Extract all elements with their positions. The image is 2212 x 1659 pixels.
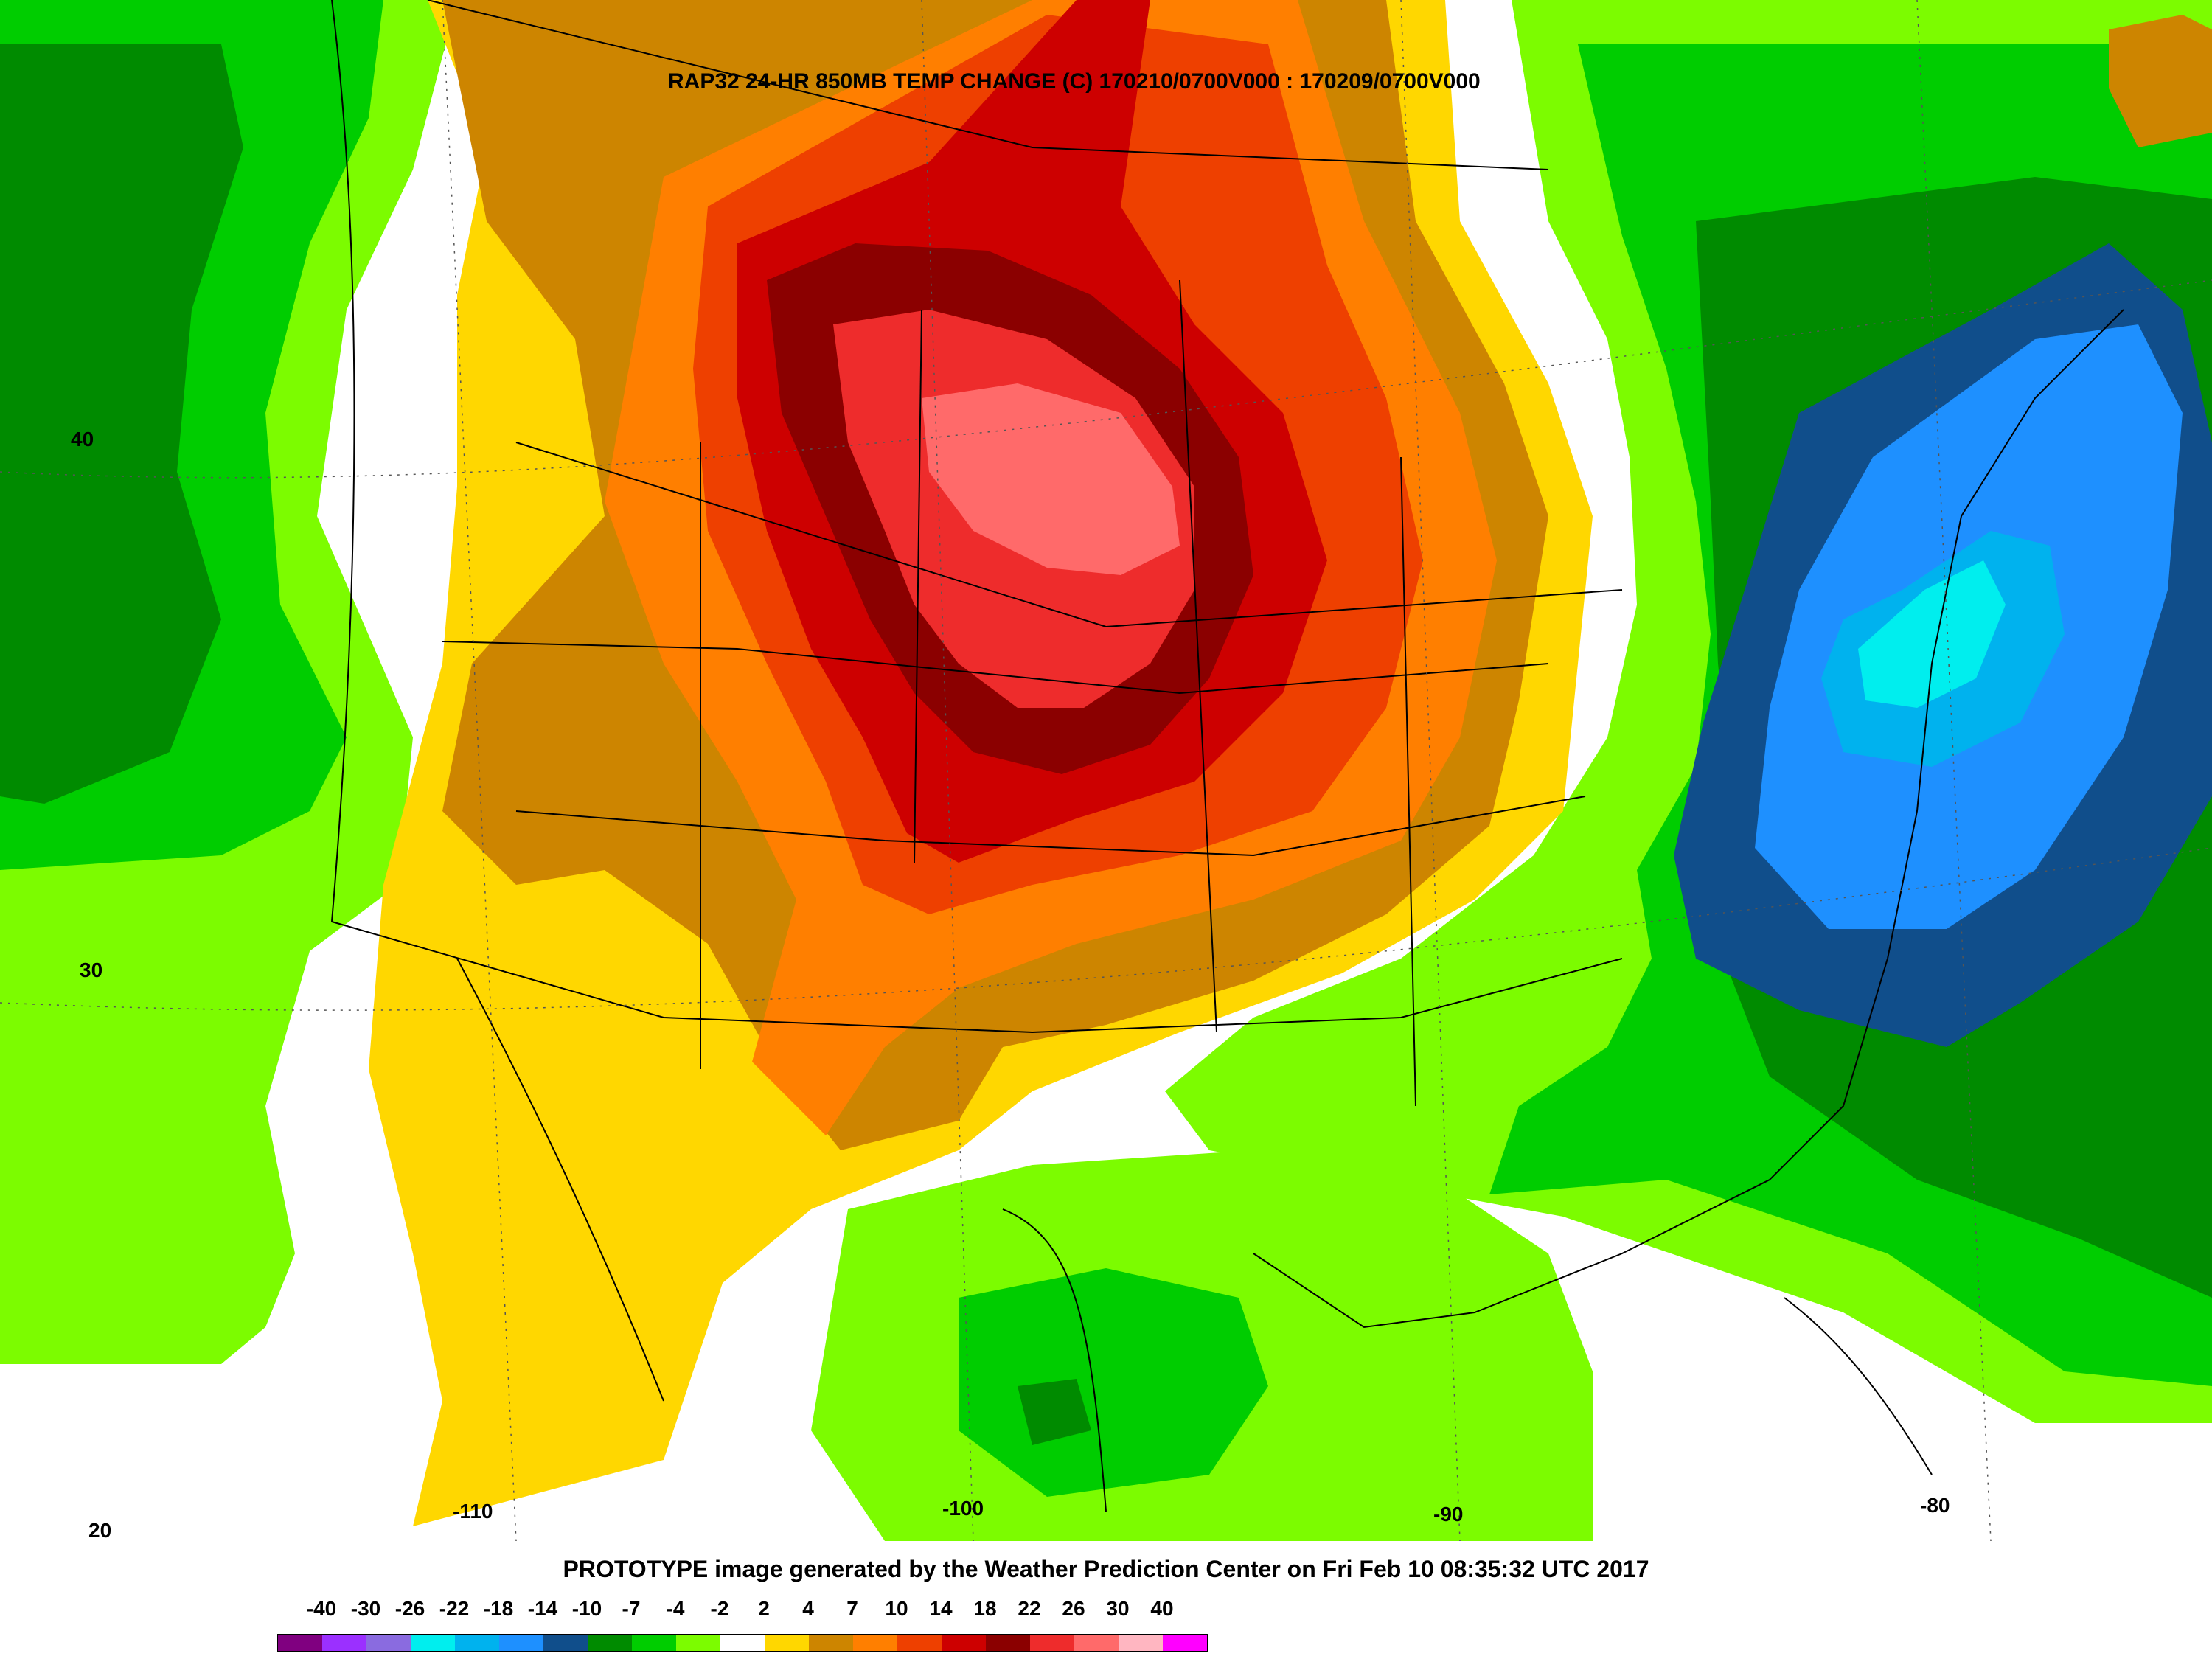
legend-tick-label: -2	[710, 1597, 729, 1620]
legend-swatch	[411, 1635, 455, 1651]
contour-dark-green-west	[0, 44, 243, 804]
contour-salmon	[922, 383, 1180, 575]
legend-tick-label: -18	[483, 1597, 514, 1620]
longitude-label-80: -80	[1920, 1494, 1950, 1517]
longitude-label-90: -90	[1433, 1503, 1464, 1526]
legend-tick-label: 2	[758, 1597, 770, 1620]
legend-swatch	[632, 1635, 676, 1651]
legend-tick-label: 14	[929, 1597, 953, 1620]
color-legend-bar	[277, 1634, 1208, 1652]
legend-swatch	[322, 1635, 366, 1651]
legend-swatch	[986, 1635, 1030, 1651]
longitude-label-110: -110	[453, 1500, 493, 1523]
legend-swatch	[720, 1635, 765, 1651]
legend-tick-label: 22	[1018, 1597, 1041, 1620]
legend-swatch	[366, 1635, 411, 1651]
legend-swatch	[499, 1635, 543, 1651]
legend-swatch	[1074, 1635, 1119, 1651]
credit-line: PROTOTYPE image generated by the Weather…	[563, 1556, 1649, 1582]
contour-brown-northeast	[2109, 15, 2212, 147]
legend-tick-label: 40	[1150, 1597, 1174, 1620]
contour-cyan	[1858, 560, 2006, 708]
legend-tick-label: 7	[846, 1597, 858, 1620]
legend-tick-label: -26	[394, 1597, 425, 1620]
legend-swatch	[853, 1635, 897, 1651]
legend-tick-labels: -40 -30 -26 -22 -18 -14 -10 -7 -4 -2 2 4 7 10 14 18 22 26…	[0, 1597, 2212, 1627]
legend-swatch	[588, 1635, 632, 1651]
legend-swatch	[942, 1635, 986, 1651]
latitude-label-40: 40	[71, 428, 94, 451]
map-panel: RAP32 24-HR 850MB TEMP CHANGE (C) 170210…	[0, 0, 2212, 1541]
latitude-label-30: 30	[80, 959, 103, 981]
contour-dark-green-south	[1018, 1379, 1091, 1445]
longitude-label-100: -100	[942, 1497, 984, 1520]
legend-tick-label: 26	[1062, 1597, 1085, 1620]
state-and-coast-lines	[331, 0, 2124, 1512]
legend-swatch	[1030, 1635, 1074, 1651]
temperature-change-map	[0, 0, 2212, 1541]
legend-swatch	[278, 1635, 322, 1651]
legend-swatch	[1119, 1635, 1163, 1651]
legend-tick-label: 10	[885, 1597, 908, 1620]
legend-tick-label: 30	[1106, 1597, 1130, 1620]
legend-swatch	[765, 1635, 809, 1651]
legend-swatch	[1163, 1635, 1207, 1651]
legend-tick-label: -30	[350, 1597, 381, 1620]
graticule	[0, 0, 2212, 1541]
legend-swatch	[543, 1635, 588, 1651]
legend-tick-label: -4	[666, 1597, 685, 1620]
legend-tick-label: 4	[802, 1597, 814, 1620]
contour-fills	[0, 0, 2212, 1541]
legend-swatch	[676, 1635, 720, 1651]
legend-tick-label: -22	[439, 1597, 470, 1620]
legend-swatch	[897, 1635, 942, 1651]
legend-tick-label: -40	[306, 1597, 337, 1620]
legend-swatch	[809, 1635, 853, 1651]
legend-tick-label: 18	[973, 1597, 997, 1620]
legend-tick-label: -10	[571, 1597, 602, 1620]
legend-tick-label: -14	[527, 1597, 558, 1620]
footer: PROTOTYPE image generated by the Weather…	[0, 1541, 2212, 1659]
legend-tick-label: -7	[622, 1597, 641, 1620]
legend-swatch	[455, 1635, 499, 1651]
latitude-label-20: 20	[88, 1519, 112, 1541]
map-title: RAP32 24-HR 850MB TEMP CHANGE (C) 170210…	[668, 69, 1481, 94]
